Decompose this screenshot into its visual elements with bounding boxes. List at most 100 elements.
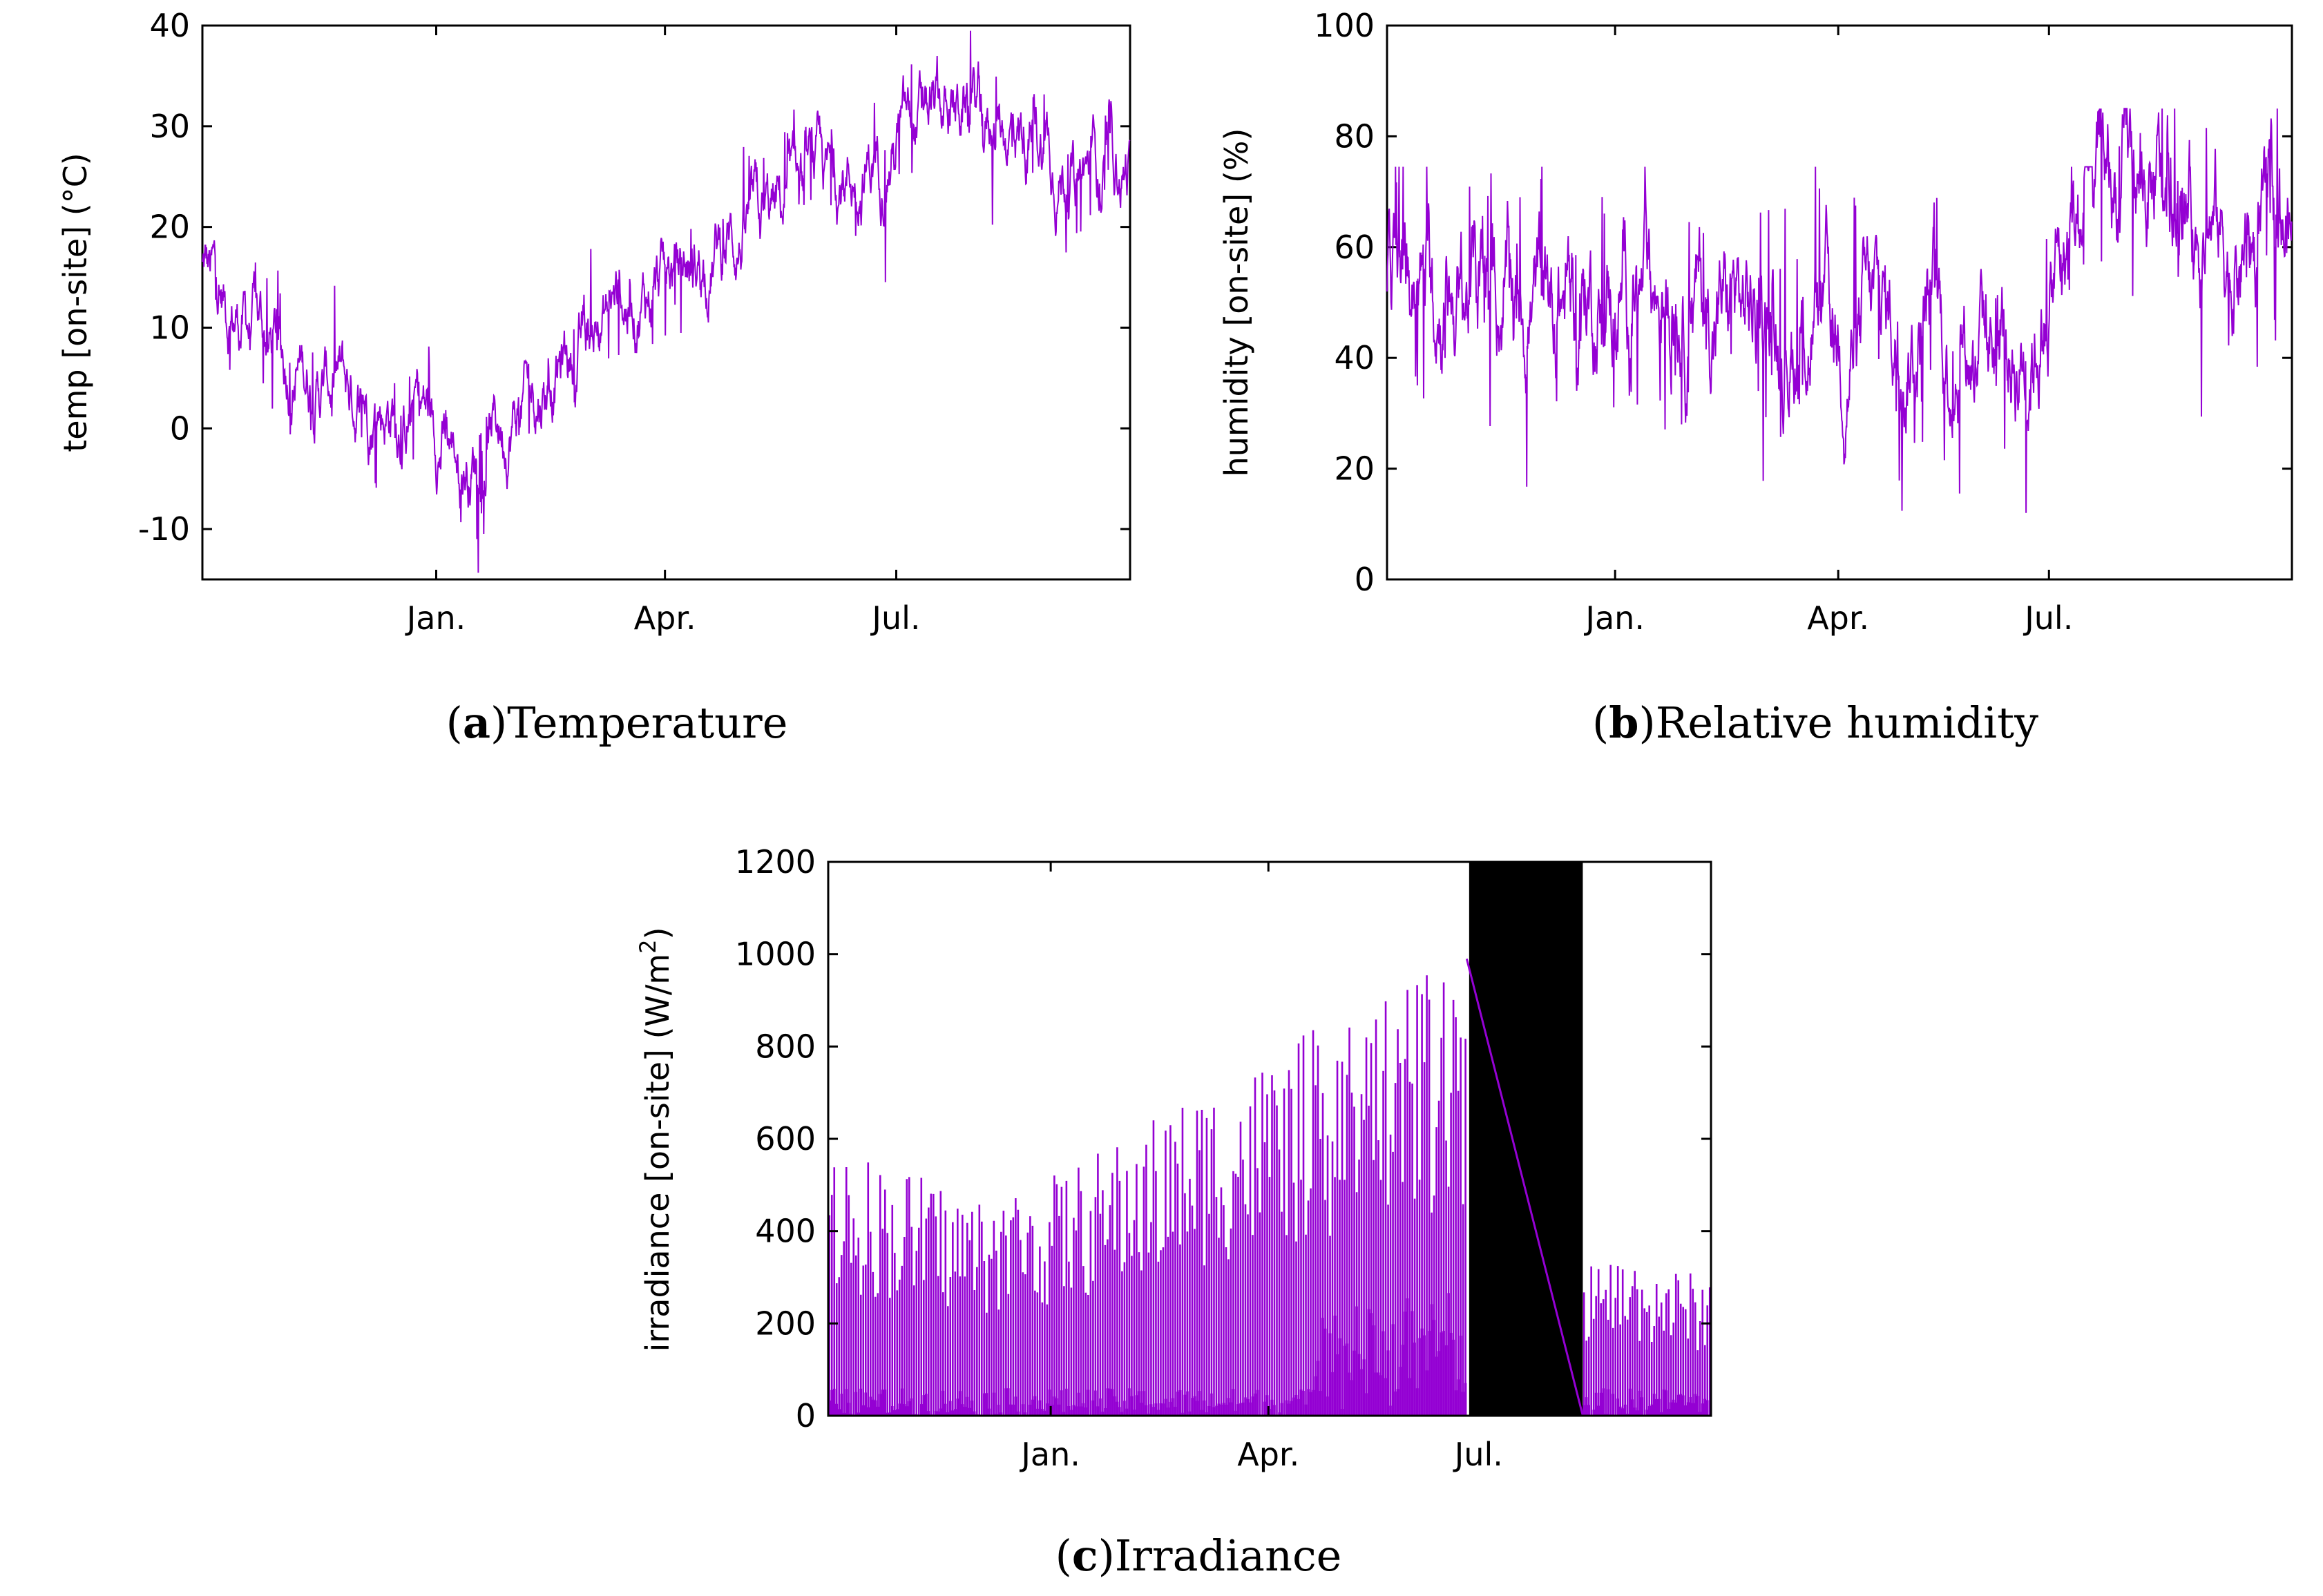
- irradiance-daily-base: [1341, 1408, 1344, 1416]
- temperature-ytick-label: 40: [149, 7, 190, 44]
- irradiance-daily-base: [1176, 1392, 1179, 1416]
- irradiance-daily-base: [1299, 1390, 1303, 1416]
- irradiance-daily-base: [1636, 1410, 1639, 1416]
- irradiance-daily-base: [828, 1401, 831, 1416]
- irradiance-daily-base: [1462, 1392, 1464, 1416]
- irradiance-daily-base: [859, 1388, 863, 1416]
- irradiance-daily-base: [1149, 1404, 1153, 1416]
- irradiance-daily-base: [1386, 1350, 1390, 1416]
- irradiance-daily-base: [1038, 1400, 1042, 1416]
- irradiance-daily-base: [941, 1390, 945, 1416]
- irradiance-daily-base: [1597, 1405, 1600, 1416]
- irradiance-y-axis-title: irradiance [on-site] (W/m2): [635, 927, 676, 1352]
- irradiance-daily-base: [1181, 1412, 1184, 1416]
- irradiance-daily-base: [1236, 1404, 1240, 1416]
- irradiance-daily-base: [1210, 1393, 1213, 1416]
- irradiance-daily-base: [1172, 1398, 1174, 1416]
- irradiance-daily-base: [1399, 1367, 1402, 1416]
- irradiance-daily-base: [1372, 1325, 1375, 1416]
- irradiance-daily-base: [832, 1388, 836, 1416]
- irradiance-daily-base: [1246, 1398, 1250, 1416]
- irradiance-daily-base: [1070, 1410, 1073, 1416]
- irradiance-daily-base: [1411, 1311, 1414, 1416]
- irradiance-daily-base: [1319, 1391, 1322, 1416]
- irradiance-daily-base: [1307, 1389, 1310, 1416]
- irradiance-daily-base: [1099, 1398, 1102, 1416]
- irradiance-daily-base: [1055, 1398, 1058, 1416]
- humidity-xtick-label: Apr.: [1807, 599, 1869, 637]
- irradiance-daily-base: [1232, 1389, 1235, 1416]
- irradiance-daily-base: [1000, 1412, 1003, 1416]
- irradiance-caption: (c)Irradiance: [1055, 1530, 1342, 1581]
- irradiance-daily-base: [1094, 1390, 1097, 1416]
- humidity-xtick-label: Jan.: [1583, 599, 1645, 637]
- irradiance-daily-base: [956, 1398, 959, 1416]
- temperature-caption: (a)Temperature: [446, 698, 788, 748]
- irradiance-daily-base: [1652, 1394, 1656, 1416]
- irradiance-daily-base: [1140, 1403, 1143, 1416]
- temperature-panel: -10 0 10 20 30 40 Jan. Apr. Jul. temp [on-site] …: [57, 7, 1131, 748]
- humidity-series-line: [1386, 108, 2293, 513]
- irradiance-daily-base: [1662, 1389, 1665, 1416]
- irradiance-daily-base: [847, 1403, 850, 1416]
- irradiance-daily-base: [1058, 1404, 1061, 1416]
- irradiance-daily-base: [1278, 1412, 1281, 1416]
- irradiance-daily-base: [1106, 1388, 1109, 1416]
- irradiance-daily-base: [961, 1404, 964, 1416]
- irradiance-daily-base: [1230, 1402, 1232, 1416]
- irradiance-daily-base: [1130, 1396, 1134, 1416]
- irradiance-daily-base: [1355, 1306, 1358, 1416]
- irradiance-daily-base: [1256, 1390, 1259, 1416]
- irradiance-daily-base: [1222, 1403, 1225, 1416]
- irradiance-daily-base: [1408, 1378, 1411, 1416]
- irradiance-daily-base: [959, 1391, 962, 1416]
- irradiance-daily-base: [840, 1394, 843, 1416]
- irradiance-daily-base: [968, 1407, 971, 1416]
- irradiance-daily-base: [1174, 1407, 1177, 1416]
- temperature-series-line: [202, 30, 1131, 573]
- irradiance-daily-base: [1430, 1304, 1433, 1416]
- irradiance-daily-base: [893, 1410, 897, 1416]
- irradiance-daily-base: [1684, 1405, 1688, 1416]
- irradiance-daily-base: [1674, 1402, 1678, 1416]
- irradiance-daily-base: [1667, 1408, 1670, 1416]
- irradiance-daily-base: [1239, 1403, 1242, 1416]
- irradiance-daily-base: [1442, 1331, 1445, 1416]
- irradiance-daily-base: [1362, 1359, 1366, 1416]
- irradiance-daily-base: [1254, 1393, 1256, 1416]
- irradiance-daily-base: [861, 1405, 865, 1416]
- irradiance-daily-base: [1679, 1394, 1683, 1416]
- irradiance-daily-base: [1183, 1394, 1187, 1416]
- irradiance-daily-base: [971, 1401, 974, 1416]
- irradiance-daily-base: [1317, 1361, 1319, 1416]
- irradiance-daily-base: [1084, 1407, 1087, 1416]
- irradiance-daily-base: [1133, 1410, 1136, 1416]
- irradiance-daily-base: [1321, 1318, 1324, 1416]
- irradiance-daily-base: [1452, 1339, 1455, 1416]
- irradiance-daily-base: [1641, 1397, 1644, 1416]
- irradiance-daily-base: [1077, 1392, 1080, 1416]
- irradiance-daily-base: [964, 1407, 966, 1416]
- irradiance-daily-base: [1628, 1388, 1632, 1416]
- irradiance-daily-base: [910, 1398, 913, 1416]
- irradiance-daily-base: [1225, 1404, 1227, 1416]
- irradiance-daily-base: [1304, 1404, 1308, 1416]
- irradiance-daily-base: [988, 1408, 991, 1416]
- irradiance-daily-base: [1009, 1404, 1013, 1416]
- irradiance-missing-data-block: [1469, 862, 1583, 1416]
- irradiance-daily-base: [946, 1412, 950, 1416]
- irradiance-daily-base: [920, 1404, 923, 1416]
- irradiance-daily-base: [1309, 1392, 1312, 1416]
- irradiance-daily-base: [1012, 1404, 1015, 1416]
- irradiance-daily-base: [1612, 1394, 1614, 1416]
- irradiance-daily-base: [1331, 1372, 1334, 1416]
- irradiance-daily-base: [1657, 1398, 1661, 1416]
- irradiance-daily-base: [1294, 1395, 1298, 1416]
- irradiance-daily-base: [1067, 1406, 1071, 1416]
- irradiance-daily-base: [1420, 1328, 1424, 1416]
- temperature-ytick-label: 20: [149, 209, 190, 246]
- irradiance-daily-base: [1379, 1375, 1382, 1416]
- irradiance-daily-base: [922, 1395, 926, 1416]
- irradiance-daily-base: [879, 1394, 882, 1416]
- humidity-plot-frame: [1386, 24, 2293, 581]
